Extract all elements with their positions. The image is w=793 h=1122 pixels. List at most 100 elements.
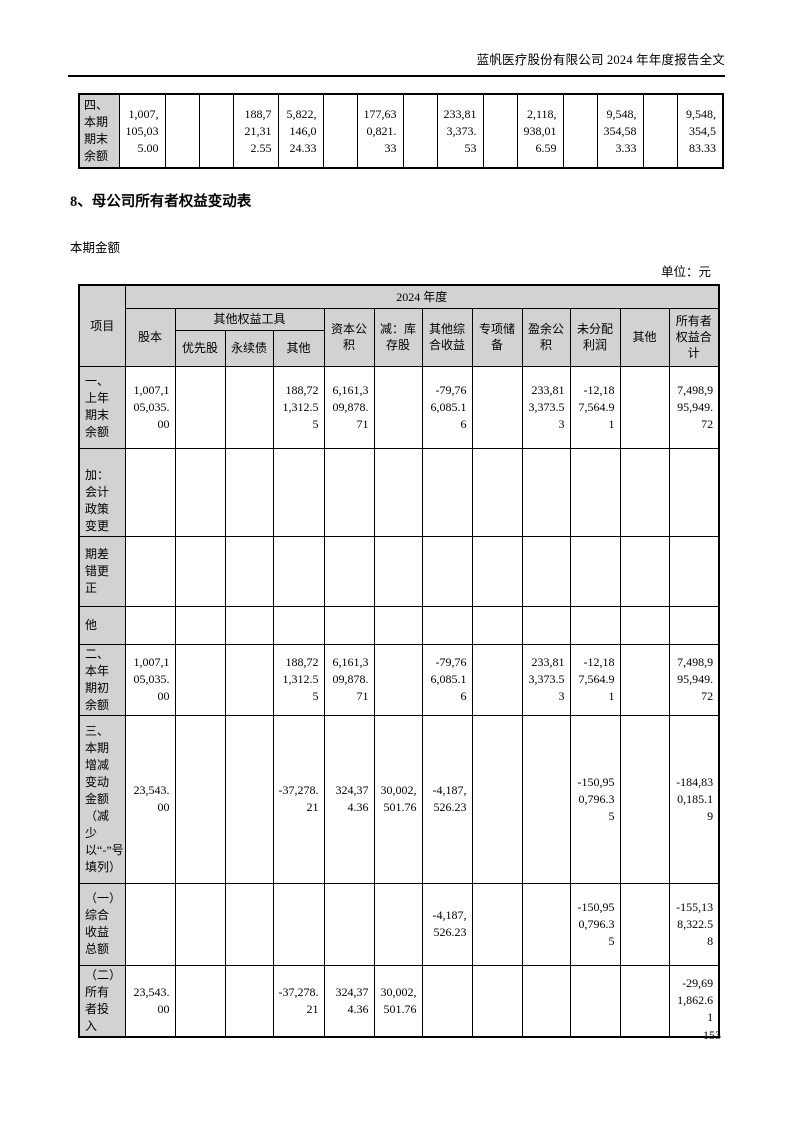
- table-cell: [619, 882, 670, 966]
- col-header-special-reserve: 专项储备: [471, 307, 523, 367]
- col-header-other-comprehensive-income: 其他综合收益: [421, 307, 473, 367]
- row-error-correction: 期差错更正: [78, 535, 720, 607]
- table-cell: [668, 447, 720, 537]
- table-cell: [224, 643, 274, 716]
- table-cell: [668, 605, 720, 645]
- carryover-equity-table: 四、本期期末余额 1,007,105,035.00 188,721,312.55…: [78, 93, 724, 169]
- table-cell: [471, 365, 523, 449]
- table-cell: 6,161,309,878.71: [323, 643, 375, 716]
- row-owner-investment: （二）所有者投入 23,543.00 -37,278.21 324,374.36…: [78, 964, 720, 1037]
- table-cell: [521, 535, 571, 607]
- table-cell: [421, 535, 473, 607]
- row-label: （一）综合收益总额: [78, 882, 126, 966]
- table-cell: 177,630,821.33: [356, 93, 404, 169]
- table-cell: [124, 882, 176, 966]
- table-cell: 30,002,501.76: [373, 714, 423, 884]
- table-cell: 324,374.36: [323, 714, 375, 884]
- table-cell: 23,543.00: [124, 714, 176, 884]
- table-cell: [174, 365, 226, 449]
- table-cell: [224, 605, 274, 645]
- table-cell: -79,766,085.16: [421, 643, 473, 716]
- table-cell: [323, 447, 375, 537]
- table-cell: [569, 605, 621, 645]
- col-header-capital-reserve: 资本公积: [323, 307, 375, 367]
- row-label: 一、上年期末余额: [78, 365, 126, 449]
- table-cell: 2,118,938,016.59: [516, 93, 564, 169]
- table-cell: 188,721,312.55: [272, 643, 325, 716]
- table-cell: 30,002,501.76: [373, 964, 423, 1037]
- table-cell: -150,950,796.35: [569, 714, 621, 884]
- table-cell: 9,548,354,583.33: [596, 93, 644, 169]
- table-cell: [402, 93, 438, 169]
- table-cell: -4,187,526.23: [421, 714, 473, 884]
- table-cell: [174, 643, 226, 716]
- table-cell: [668, 535, 720, 607]
- table-cell: [562, 93, 598, 169]
- table-cell: 1,007,105,035.00: [118, 93, 166, 169]
- table-cell: [471, 643, 523, 716]
- table-cell: [224, 882, 274, 966]
- table-cell: [521, 605, 571, 645]
- table-cell: [471, 964, 523, 1037]
- table-cell: 233,813,373.53: [436, 93, 484, 169]
- col-header-share-capital: 股本: [124, 307, 176, 367]
- table-cell: 7,498,995,949.72: [668, 643, 720, 716]
- table-cell: [619, 535, 670, 607]
- table-cell: [521, 964, 571, 1037]
- table-cell: [421, 964, 473, 1037]
- table-cell: 324,374.36: [323, 964, 375, 1037]
- row-opening-balance-current-year: 二、本年期初余额 1,007,105,035.00 188,721,312.55…: [78, 643, 720, 716]
- table-cell: 23,543.00: [124, 964, 176, 1037]
- parent-company-equity-change-table: 项目 2024 年度 股本 其他权益工具 资本公积 减：库存股 其他综合收益 专…: [78, 284, 721, 1038]
- table-cell: [224, 964, 274, 1037]
- table-cell: [373, 605, 423, 645]
- table-cell: [569, 447, 621, 537]
- table-cell: [619, 643, 670, 716]
- table-cell: 7,498,995,949.72: [668, 365, 720, 449]
- table-cell: -155,138,322.58: [668, 882, 720, 966]
- table-cell: [471, 714, 523, 884]
- table-cell: [471, 447, 523, 537]
- table-cell: 1,007,105,035.00: [124, 365, 176, 449]
- table-cell: [619, 365, 670, 449]
- table-cell: -150,950,796.35: [569, 882, 621, 966]
- col-header-surplus-reserve: 盈余公积: [521, 307, 571, 367]
- table-cell: [272, 535, 325, 607]
- col-header-other: 其他: [619, 307, 670, 367]
- section-title: 8、母公司所有者权益变动表: [70, 194, 252, 210]
- table-cell: [482, 93, 518, 169]
- table-cell: 9,548,354,583.33: [676, 93, 724, 169]
- table-cell: [224, 714, 274, 884]
- table-cell: 6,161,309,878.71: [323, 365, 375, 449]
- table-cell: [224, 535, 274, 607]
- row-label: 期差错更正: [78, 535, 126, 607]
- table-cell: [642, 93, 678, 169]
- period-subtitle: 本期金额: [70, 241, 121, 255]
- table-cell: [521, 447, 571, 537]
- table-header-row: 项目 2024 年度: [78, 284, 720, 367]
- table-cell: [174, 882, 226, 966]
- table-cell: [421, 605, 473, 645]
- table-cell: [373, 535, 423, 607]
- table-cell: [272, 605, 325, 645]
- table-cell: [323, 535, 375, 607]
- table-cell: -12,187,564.91: [569, 643, 621, 716]
- table-cell: -29,691,862.61: [668, 964, 720, 1037]
- col-header-other-tools: 其他: [272, 329, 325, 367]
- row-comprehensive-income-total: （一）综合收益总额 -4,187,526.23 -150,950,796.35 …: [78, 882, 720, 966]
- table-cell: [323, 882, 375, 966]
- row-label: 四、本期期末余额: [78, 93, 120, 169]
- row-label: 三、本期增减变动金额（减少以“-”号填列）: [78, 714, 126, 884]
- table-cell: 233,813,373.53: [521, 643, 571, 716]
- table-cell: [619, 605, 670, 645]
- table-cell: [164, 93, 200, 169]
- col-header-treasury-stock: 减：库存股: [373, 307, 423, 367]
- col-header-preferred-shares: 优先股: [174, 329, 226, 367]
- col-header-year: 2024 年度: [124, 284, 720, 309]
- row-label: 加：会计政策变更: [78, 447, 126, 537]
- col-header-retained-earnings: 未分配利润: [569, 307, 621, 367]
- table-header-row: 股本 其他权益工具 资本公积 减：库存股 其他综合收益 专项储备 盈余公积 未分…: [79, 307, 720, 367]
- table-cell: [421, 447, 473, 537]
- table-cell: [124, 447, 176, 537]
